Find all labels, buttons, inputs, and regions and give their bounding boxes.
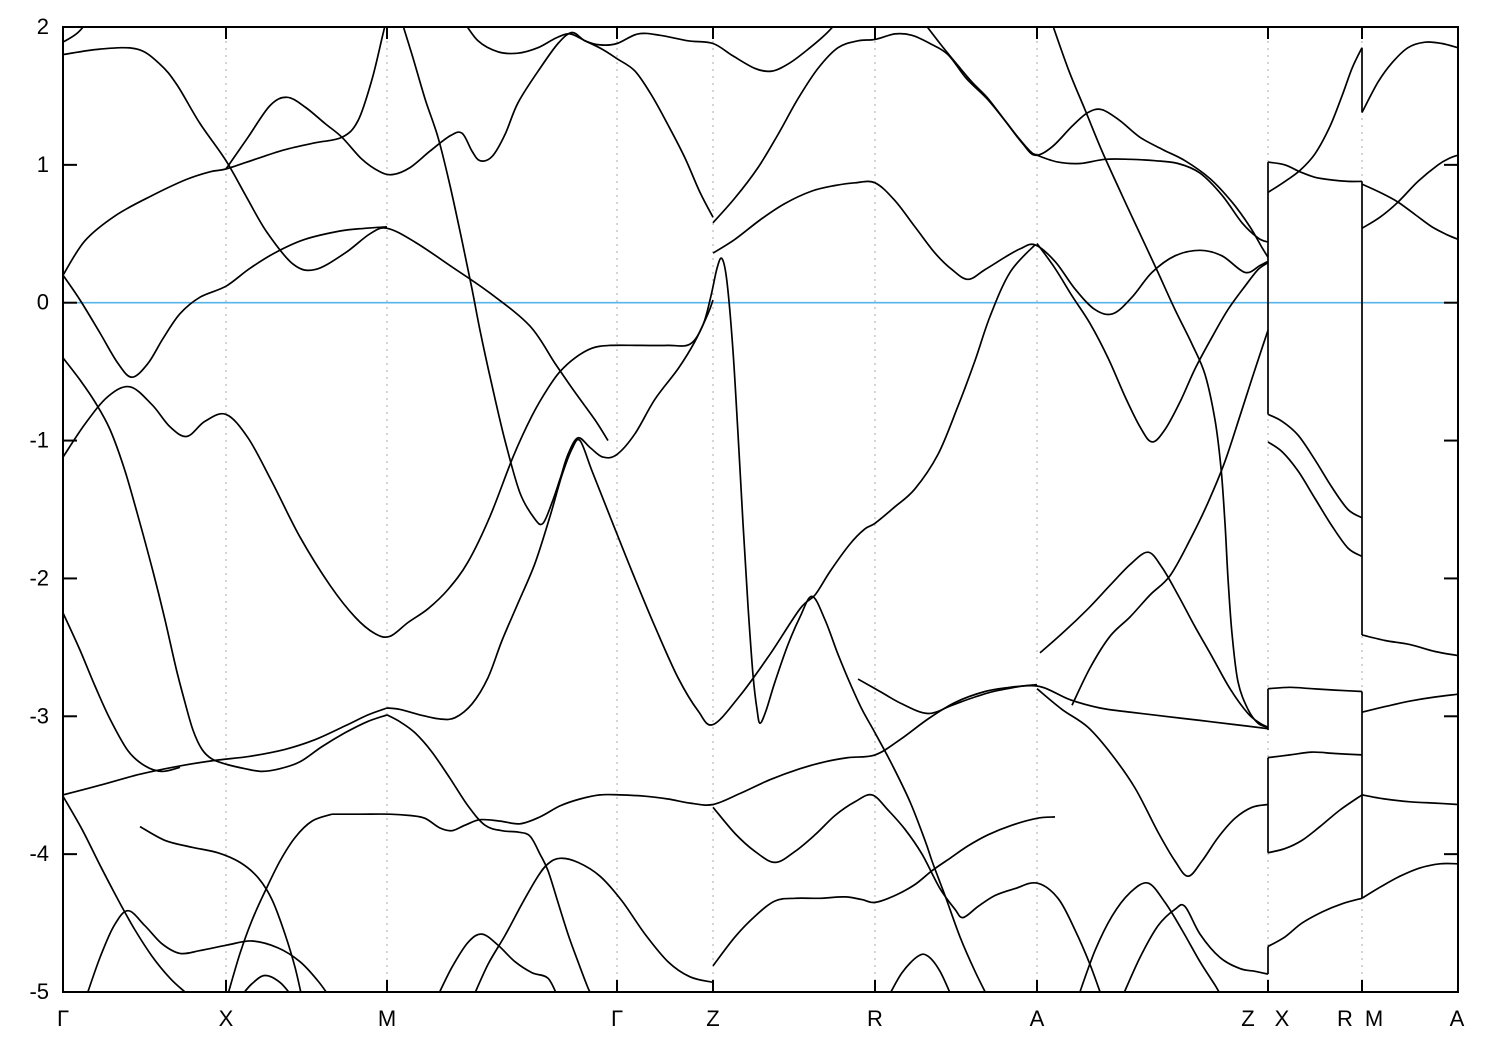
band-curve — [86, 909, 328, 992]
band-curve — [1052, 27, 1269, 729]
band-curve — [1036, 242, 1269, 443]
band-curve — [1361, 862, 1458, 899]
band-curve — [1267, 47, 1363, 194]
band-curve — [1071, 330, 1269, 706]
y-tick-label: -2 — [29, 565, 49, 590]
band-curve — [712, 180, 1269, 316]
x-tick-label: Z — [1241, 1006, 1254, 1031]
band-curve — [712, 816, 1056, 967]
y-tick-label: -5 — [29, 979, 49, 1004]
x-tick-label: A — [1030, 1006, 1045, 1031]
y-tick-label: -3 — [29, 703, 49, 728]
band-curve — [438, 933, 557, 992]
band-curve — [225, 27, 834, 176]
band-curve — [712, 793, 1101, 992]
band-curve — [1079, 881, 1220, 992]
x-tick-label: R — [867, 1006, 883, 1031]
x-tick-label: X — [1275, 1006, 1290, 1031]
band-curve — [1267, 686, 1363, 693]
x-tick-label: R — [1337, 1006, 1353, 1031]
band-curve — [1267, 794, 1363, 854]
band-curve — [474, 857, 714, 992]
y-tick-label: 2 — [37, 14, 49, 39]
band-curve — [63, 46, 609, 442]
plot-border — [62, 26, 1459, 993]
x-tick-label: Γ — [611, 1006, 623, 1031]
band-curve — [712, 32, 1269, 258]
band-curve — [857, 678, 1269, 730]
band-curve — [139, 825, 302, 992]
band-curve — [227, 813, 333, 992]
band-curve — [1267, 897, 1363, 948]
band-curve — [63, 257, 987, 992]
band-curve — [1267, 751, 1363, 759]
band-curve — [402, 27, 714, 526]
band-curve — [63, 27, 85, 43]
y-tick-label: -1 — [29, 428, 49, 453]
band-curve — [1361, 634, 1458, 657]
y-tick-label: -4 — [29, 841, 49, 866]
band-curve — [1361, 183, 1458, 241]
band-curve — [1123, 903, 1269, 992]
y-tick-label: 1 — [37, 152, 49, 177]
x-tick-label: M — [378, 1006, 396, 1031]
band-curve — [1039, 551, 1269, 729]
band-curve — [386, 244, 1036, 726]
band-curve — [63, 357, 388, 773]
band-curve — [63, 226, 388, 379]
band-curve — [1361, 794, 1458, 806]
band-curve — [1267, 413, 1363, 519]
band-curves — [63, 27, 1458, 992]
band-curve — [331, 683, 1038, 832]
band-curve — [1361, 693, 1458, 713]
band-curve — [1267, 441, 1363, 558]
y-tick-label: 0 — [37, 290, 49, 315]
x-tick-label: Z — [706, 1006, 719, 1031]
band-curve — [926, 27, 1269, 243]
x-tick-label: Γ — [57, 1006, 69, 1031]
band-curve — [243, 974, 290, 992]
x-tick-label: M — [1365, 1006, 1383, 1031]
band-curve — [1361, 41, 1458, 113]
band-curve — [63, 27, 386, 276]
band-curve — [63, 795, 187, 992]
band-curve — [1036, 688, 1269, 878]
band-curve — [63, 612, 181, 773]
band-curve — [63, 707, 388, 796]
band-curve — [889, 953, 951, 992]
x-tick-label: A — [1450, 1006, 1465, 1031]
x-tick-label: X — [219, 1006, 234, 1031]
band-curve — [386, 714, 591, 992]
band-curve — [1267, 161, 1363, 183]
band-curve — [1361, 154, 1458, 229]
band-curve — [466, 27, 714, 218]
